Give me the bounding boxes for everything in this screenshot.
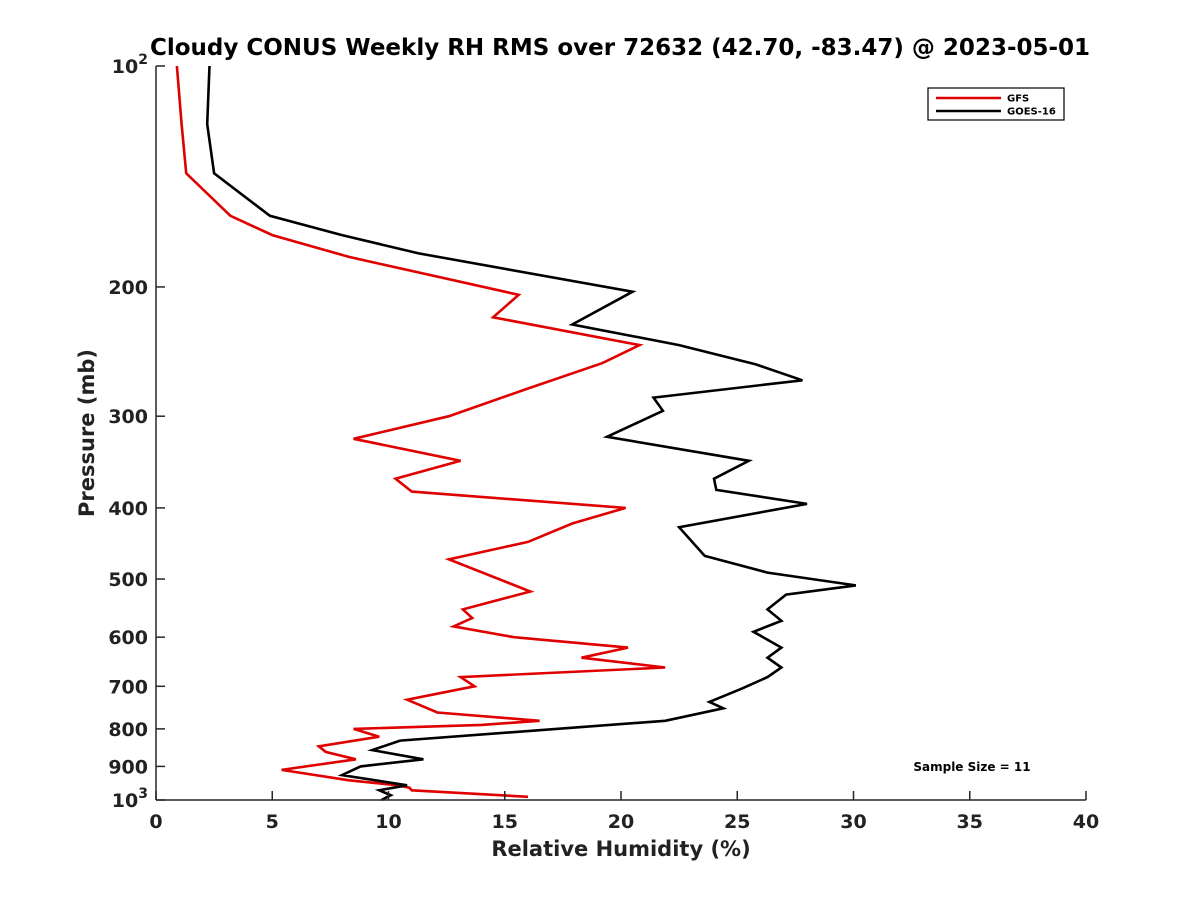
y-tick-label: 600 <box>108 627 148 649</box>
x-tick-label: 25 <box>724 811 750 833</box>
sample-size-annotation: Sample Size = 11 <box>913 760 1030 774</box>
x-tick-label: 30 <box>840 811 866 833</box>
plot-area <box>155 65 1086 802</box>
legend-label-gfs: GFS <box>1007 94 1029 105</box>
y-tick-label: 300 <box>108 406 148 428</box>
x-tick-label: 40 <box>1073 811 1099 833</box>
chart-title: Cloudy CONUS Weekly RH RMS over 72632 (4… <box>150 35 1090 61</box>
y-tick-label: 400 <box>108 498 148 520</box>
legend: GFS GOES-16 <box>927 87 1065 121</box>
y-tick-label: 200 <box>108 277 148 299</box>
legend-label-goes-16: GOES-16 <box>1007 107 1056 118</box>
y-tick-label: 800 <box>108 719 148 741</box>
y-tick-label: 700 <box>108 676 148 698</box>
series-line-goes-16 <box>205 65 856 802</box>
y-tick-label: 500 <box>108 569 148 591</box>
x-tick-label: 20 <box>608 811 634 833</box>
y-tick-label: 103 <box>112 786 148 812</box>
x-axis-label: Relative Humidity (%) <box>491 837 750 861</box>
legend-box <box>927 87 1065 121</box>
x-tick-label: 35 <box>957 811 983 833</box>
x-axis-ticks: 0 5 10 15 20 25 30 35 40 <box>149 791 1099 833</box>
series-line-gfs <box>175 65 666 799</box>
x-tick-label: 15 <box>492 811 518 833</box>
y-axis-label: Pressure (mb) <box>75 349 99 517</box>
x-tick-label: 10 <box>375 811 401 833</box>
y-tick-label: 900 <box>108 756 148 778</box>
x-tick-label: 5 <box>266 811 279 833</box>
x-tick-label: 0 <box>149 811 162 833</box>
plot-background <box>156 66 1086 800</box>
y-axis-ticks: 102 200 300 400 500 600 700 800 900 103 <box>108 52 165 812</box>
series-layer <box>175 65 856 802</box>
y-tick-label: 102 <box>112 52 148 78</box>
